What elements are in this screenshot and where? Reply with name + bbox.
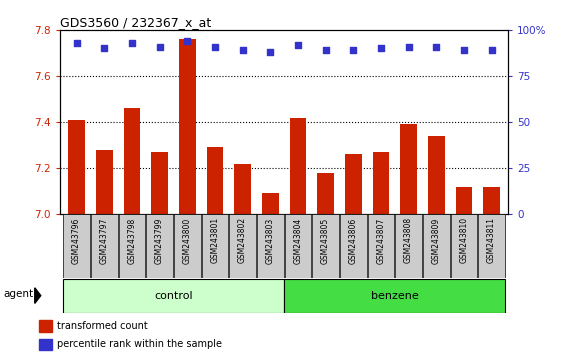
Bar	[123, 108, 140, 214]
Point	[266, 49, 275, 55]
Point	[210, 44, 219, 50]
Point	[238, 47, 247, 53]
FancyBboxPatch shape	[230, 214, 256, 278]
FancyBboxPatch shape	[368, 214, 394, 278]
Bar	[289, 118, 306, 214]
Bar	[400, 125, 417, 214]
Bar	[345, 154, 361, 214]
Text: GSM243800: GSM243800	[183, 217, 192, 264]
Text: GSM243799: GSM243799	[155, 217, 164, 264]
Bar	[179, 39, 195, 214]
Bar	[69, 120, 85, 214]
Text: GSM243796: GSM243796	[72, 217, 81, 264]
Polygon shape	[35, 288, 41, 303]
Bar	[262, 194, 279, 214]
Point	[432, 44, 441, 50]
Bar	[207, 148, 223, 214]
Point	[72, 40, 81, 46]
Text: benzene: benzene	[371, 291, 419, 301]
Text: GSM243802: GSM243802	[238, 217, 247, 263]
Bar	[151, 152, 168, 214]
FancyBboxPatch shape	[63, 214, 90, 278]
Bar	[428, 136, 445, 214]
Point	[321, 47, 330, 53]
FancyBboxPatch shape	[451, 214, 477, 278]
Bar	[96, 150, 112, 214]
Text: GSM243811: GSM243811	[487, 217, 496, 263]
FancyBboxPatch shape	[395, 214, 422, 278]
FancyBboxPatch shape	[63, 279, 284, 313]
Text: GSM243805: GSM243805	[321, 217, 330, 264]
FancyBboxPatch shape	[202, 214, 228, 278]
FancyBboxPatch shape	[174, 214, 200, 278]
Bar	[39, 338, 52, 350]
FancyBboxPatch shape	[257, 214, 284, 278]
FancyBboxPatch shape	[423, 214, 449, 278]
Bar	[456, 187, 472, 214]
FancyBboxPatch shape	[312, 214, 339, 278]
Point	[100, 46, 109, 51]
Point	[127, 40, 136, 46]
Text: GSM243803: GSM243803	[266, 217, 275, 264]
Text: GSM243798: GSM243798	[127, 217, 136, 264]
Text: GSM243809: GSM243809	[432, 217, 441, 264]
Point	[487, 47, 496, 53]
Bar	[317, 173, 334, 214]
FancyBboxPatch shape	[146, 214, 173, 278]
Bar	[234, 164, 251, 214]
Text: control: control	[154, 291, 192, 301]
Text: GDS3560 / 232367_x_at: GDS3560 / 232367_x_at	[60, 16, 211, 29]
Point	[293, 42, 303, 48]
Text: GSM243807: GSM243807	[376, 217, 385, 264]
Text: GSM243808: GSM243808	[404, 217, 413, 263]
FancyBboxPatch shape	[119, 214, 145, 278]
Text: GSM243806: GSM243806	[349, 217, 358, 264]
Point	[376, 46, 385, 51]
Point	[404, 44, 413, 50]
FancyBboxPatch shape	[284, 279, 505, 313]
Text: agent: agent	[3, 289, 33, 299]
Point	[459, 47, 468, 53]
Bar	[373, 152, 389, 214]
Text: GSM243810: GSM243810	[460, 217, 468, 263]
Bar	[39, 320, 52, 332]
Point	[349, 47, 358, 53]
FancyBboxPatch shape	[91, 214, 118, 278]
Point	[183, 38, 192, 44]
Text: GSM243797: GSM243797	[100, 217, 108, 264]
FancyBboxPatch shape	[478, 214, 505, 278]
Bar	[483, 187, 500, 214]
Text: GSM243804: GSM243804	[293, 217, 303, 264]
Text: percentile rank within the sample: percentile rank within the sample	[57, 339, 222, 349]
Text: GSM243801: GSM243801	[210, 217, 219, 263]
Text: transformed count: transformed count	[57, 321, 147, 331]
FancyBboxPatch shape	[340, 214, 367, 278]
Point	[155, 44, 164, 50]
FancyBboxPatch shape	[284, 214, 311, 278]
